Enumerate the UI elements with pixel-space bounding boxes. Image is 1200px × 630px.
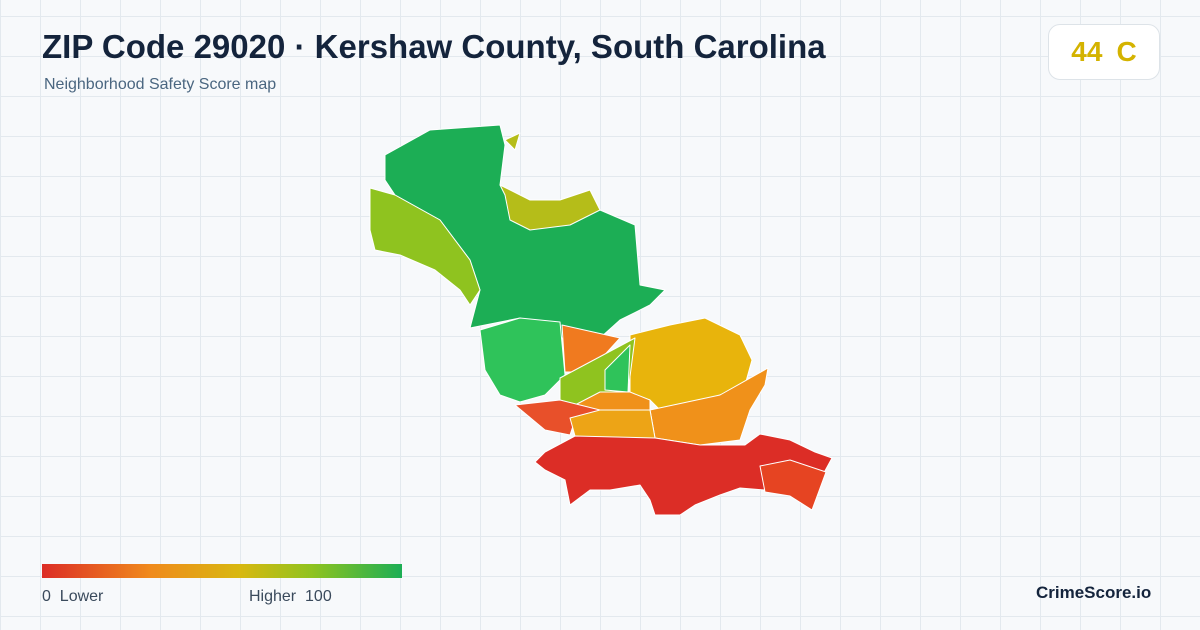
region xyxy=(504,132,521,151)
legend-gradient xyxy=(42,564,402,578)
legend-high: Higher 100 xyxy=(249,588,332,606)
region xyxy=(499,184,601,231)
region xyxy=(534,433,833,516)
legend-high-label: Higher xyxy=(249,588,297,605)
brand: CrimeScore.io xyxy=(1036,583,1152,602)
score-grade: C xyxy=(1116,36,1137,67)
region xyxy=(759,459,827,511)
legend-low-value: 0 xyxy=(42,588,51,605)
legend-low: 0 Lower xyxy=(42,588,103,606)
score-badge: 44 C xyxy=(1048,24,1160,80)
legend-high-value: 100 xyxy=(305,588,332,605)
score-value: 44 xyxy=(1071,36,1103,67)
region xyxy=(369,187,481,306)
legend-low-label: Lower xyxy=(59,588,104,605)
subtitle: Neighborhood Safety Score map xyxy=(44,76,277,93)
region xyxy=(479,317,566,403)
region xyxy=(569,409,656,441)
title: ZIP Code 29020 · Kershaw County, South C… xyxy=(42,28,826,65)
